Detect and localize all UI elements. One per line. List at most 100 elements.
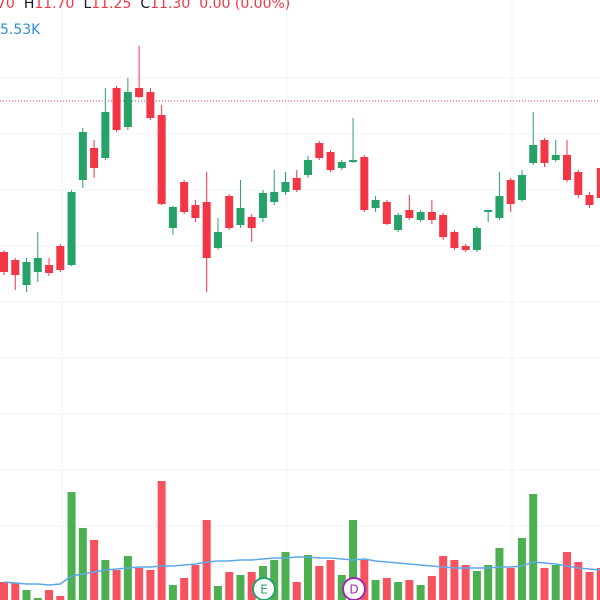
volume-bar (371, 580, 380, 600)
candle-body (596, 168, 600, 198)
volume-bar (450, 560, 459, 600)
event-marker[interactable]: E (252, 577, 276, 600)
candle-body (78, 132, 87, 180)
change: 0.00 (0.00%) (199, 0, 291, 12)
candle-body (236, 208, 245, 225)
candle-body (484, 210, 493, 212)
volume-bar (484, 565, 493, 600)
volume-bar (90, 540, 99, 600)
volume-bar (281, 552, 290, 600)
volume-bar (56, 596, 65, 600)
event-label: D (349, 583, 358, 597)
candle-body (551, 155, 560, 160)
volume-bar (225, 572, 234, 600)
candle-body (281, 182, 290, 192)
volume-bar (495, 548, 504, 600)
volume-bar (191, 565, 200, 600)
price-pane (0, 46, 600, 292)
volume-bar (292, 582, 301, 600)
event-marker[interactable]: D (342, 577, 366, 600)
candle-body (416, 212, 425, 220)
volume-bar (202, 520, 211, 600)
volume-bar (304, 555, 313, 600)
candle-body (112, 88, 121, 130)
volume-bar (168, 585, 177, 600)
volume-bar (135, 568, 144, 600)
low-label: L (83, 0, 92, 12)
volume-bar (360, 560, 369, 600)
open-value: 70 (0, 0, 15, 12)
volume-bar (112, 570, 121, 600)
volume-bar (427, 576, 436, 600)
event-label: E (260, 583, 268, 597)
candle-body (180, 182, 189, 212)
candle-body (439, 215, 448, 237)
volume-bar (0, 582, 8, 600)
candle-body (360, 157, 369, 210)
candle-body (101, 112, 110, 158)
volume-bar (506, 568, 515, 600)
close-value: 11.30 (150, 0, 191, 12)
volume-bar (382, 578, 391, 600)
candle-body (225, 196, 234, 228)
candle-body (270, 192, 279, 202)
volume-bar (123, 556, 132, 600)
volume-bar (33, 598, 42, 600)
volume-bar (394, 582, 403, 600)
candle-body (67, 192, 76, 265)
candle-body (326, 152, 335, 170)
volume-ma-value: 5.53K (0, 22, 41, 38)
candle-body (427, 212, 436, 220)
candle-body (213, 232, 222, 248)
candle-body (292, 178, 301, 190)
volume-bar (11, 583, 20, 600)
event-circle (252, 577, 276, 600)
candle-body (191, 205, 200, 218)
volume-bar (67, 492, 76, 600)
volume-bar (540, 568, 549, 600)
candle-body (202, 202, 211, 258)
candle-body (563, 155, 571, 180)
volume-bar (236, 575, 245, 600)
volume-bar (517, 538, 526, 600)
candle-body (33, 258, 42, 272)
candle-body (540, 140, 549, 163)
volume-bar (326, 560, 335, 600)
candle-body (258, 193, 267, 218)
candle-body (168, 207, 177, 228)
candle-body (394, 215, 403, 230)
volume-bar (157, 481, 166, 600)
candle-body (146, 92, 155, 118)
volume-bar (563, 552, 571, 600)
candle-body (517, 175, 526, 200)
volume-bar (22, 590, 31, 600)
high-value: 11.70 (34, 0, 75, 12)
volume-bar (213, 586, 222, 600)
candle-body (123, 92, 132, 127)
candle-body (495, 196, 504, 218)
volume-bar (585, 572, 594, 600)
candle-body (45, 265, 54, 273)
volume-bar (405, 580, 414, 600)
candle-body (506, 180, 515, 204)
candle-body (135, 88, 144, 97)
candle-body (337, 162, 346, 168)
volume-bar (416, 585, 425, 600)
volume-bar (45, 590, 54, 600)
candle-body (585, 195, 594, 205)
ohlc-legend: 70 H11.70 L11.25 C11.30 0.00 (0.00%) (0, 0, 290, 12)
candle-body (472, 228, 481, 250)
candle-body (349, 160, 358, 162)
candle-body (371, 200, 380, 208)
volume-bar (596, 568, 600, 600)
volume-bar (574, 562, 583, 600)
volume-bar (270, 560, 279, 600)
volume-bar (529, 494, 538, 600)
volume-bar (551, 565, 560, 600)
candle-body (574, 172, 583, 195)
volume-bar (337, 575, 346, 600)
candle-body (461, 246, 470, 250)
